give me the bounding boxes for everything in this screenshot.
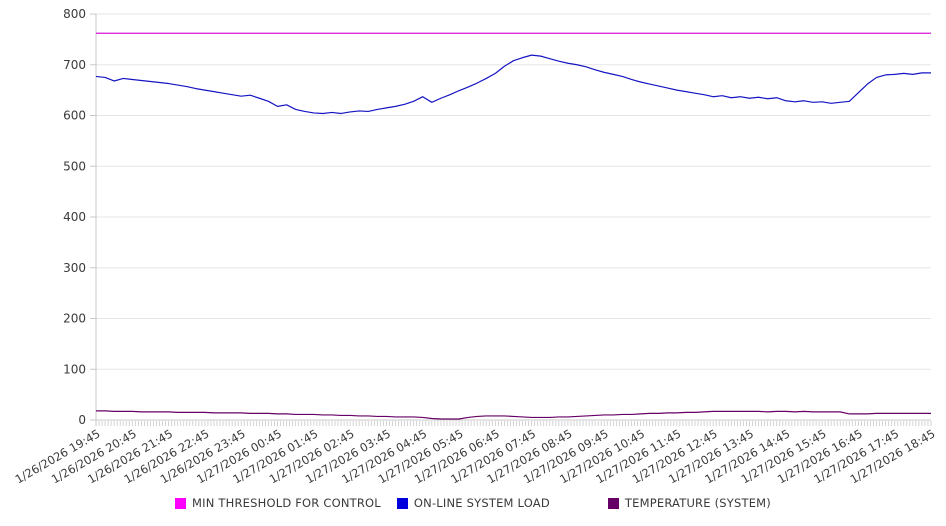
svg-text:200: 200 — [63, 312, 86, 326]
svg-text:800: 800 — [63, 7, 86, 21]
legend-swatch-icon — [396, 497, 408, 509]
legend-swatch-icon — [607, 497, 619, 509]
legend-label: ON-LINE SYSTEM LOAD — [413, 496, 550, 510]
svg-text:300: 300 — [63, 261, 86, 275]
legend-label: TEMPERATURE (SYSTEM) — [624, 496, 771, 510]
svg-text:600: 600 — [63, 109, 86, 123]
svg-text:400: 400 — [63, 210, 86, 224]
legend-label: MIN THRESHOLD FOR CONTROL — [192, 496, 381, 510]
legend-swatch-icon — [175, 497, 187, 509]
svg-text:500: 500 — [63, 159, 86, 173]
svg-text:0: 0 — [78, 413, 86, 427]
svg-text:700: 700 — [63, 58, 86, 72]
chart-legend: MIN THRESHOLD FOR CONTROL ON-LINE SYSTEM … — [0, 496, 946, 510]
legend-item: MIN THRESHOLD FOR CONTROL — [175, 496, 381, 510]
svg-text:100: 100 — [63, 362, 86, 376]
legend-item: ON-LINE SYSTEM LOAD — [396, 496, 550, 510]
legend-item: TEMPERATURE (SYSTEM) — [607, 496, 771, 510]
